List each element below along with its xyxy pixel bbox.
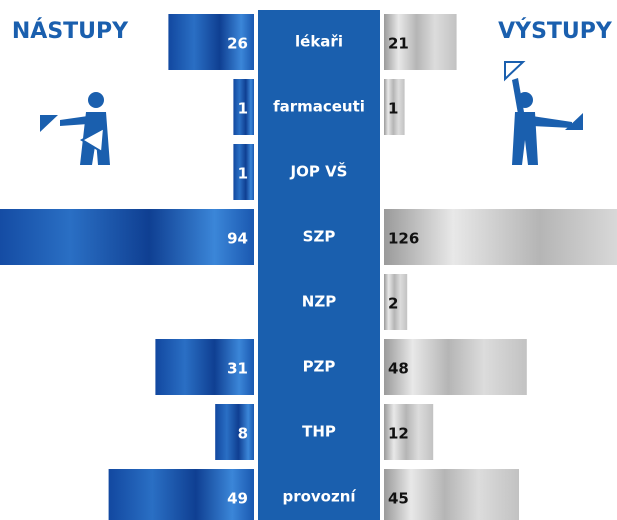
right-value-label: 126 [388, 230, 419, 248]
left-value-label: 8 [238, 425, 248, 443]
category-label: lékaři [295, 33, 343, 51]
category-label: THP [302, 423, 336, 441]
right-value-label: 12 [388, 425, 409, 443]
category-label: provozní [282, 488, 356, 506]
category-label: farmaceuti [273, 98, 365, 116]
right-bar [384, 469, 519, 520]
right-bar [384, 274, 408, 330]
category-label: PZP [303, 358, 336, 376]
left-figure [40, 92, 110, 165]
right-value-label: 48 [388, 360, 409, 378]
right-bar [384, 209, 617, 265]
left-bar [0, 209, 254, 265]
right-value-label: 45 [388, 490, 409, 508]
left-value-label: 26 [227, 35, 248, 53]
right-value-label: 2 [388, 295, 398, 313]
left-bar [168, 14, 254, 70]
category-label: SZP [303, 228, 336, 246]
right-figure [504, 61, 583, 165]
right-bar [384, 404, 434, 460]
left-bar [215, 404, 254, 460]
left-bar [233, 79, 254, 135]
left-value-label: 94 [227, 230, 248, 248]
left-bar [155, 339, 254, 395]
left-value-label: 1 [238, 165, 248, 183]
right-value-label: 21 [388, 35, 409, 53]
left-value-label: 49 [227, 490, 248, 508]
left-value-label: 1 [238, 100, 248, 118]
left-title: NÁSTUPY [12, 18, 129, 44]
right-bar [384, 339, 527, 395]
right-bar [384, 79, 405, 135]
category-label: JOP VŠ [290, 162, 348, 181]
left-bar [233, 144, 254, 200]
category-column [258, 10, 380, 520]
left-bar [108, 469, 254, 520]
right-bar [384, 14, 457, 70]
right-value-label: 1 [388, 100, 398, 118]
category-label: NZP [302, 293, 336, 311]
left-value-label: 31 [227, 360, 248, 378]
right-title: VÝSTUPY [498, 18, 613, 44]
